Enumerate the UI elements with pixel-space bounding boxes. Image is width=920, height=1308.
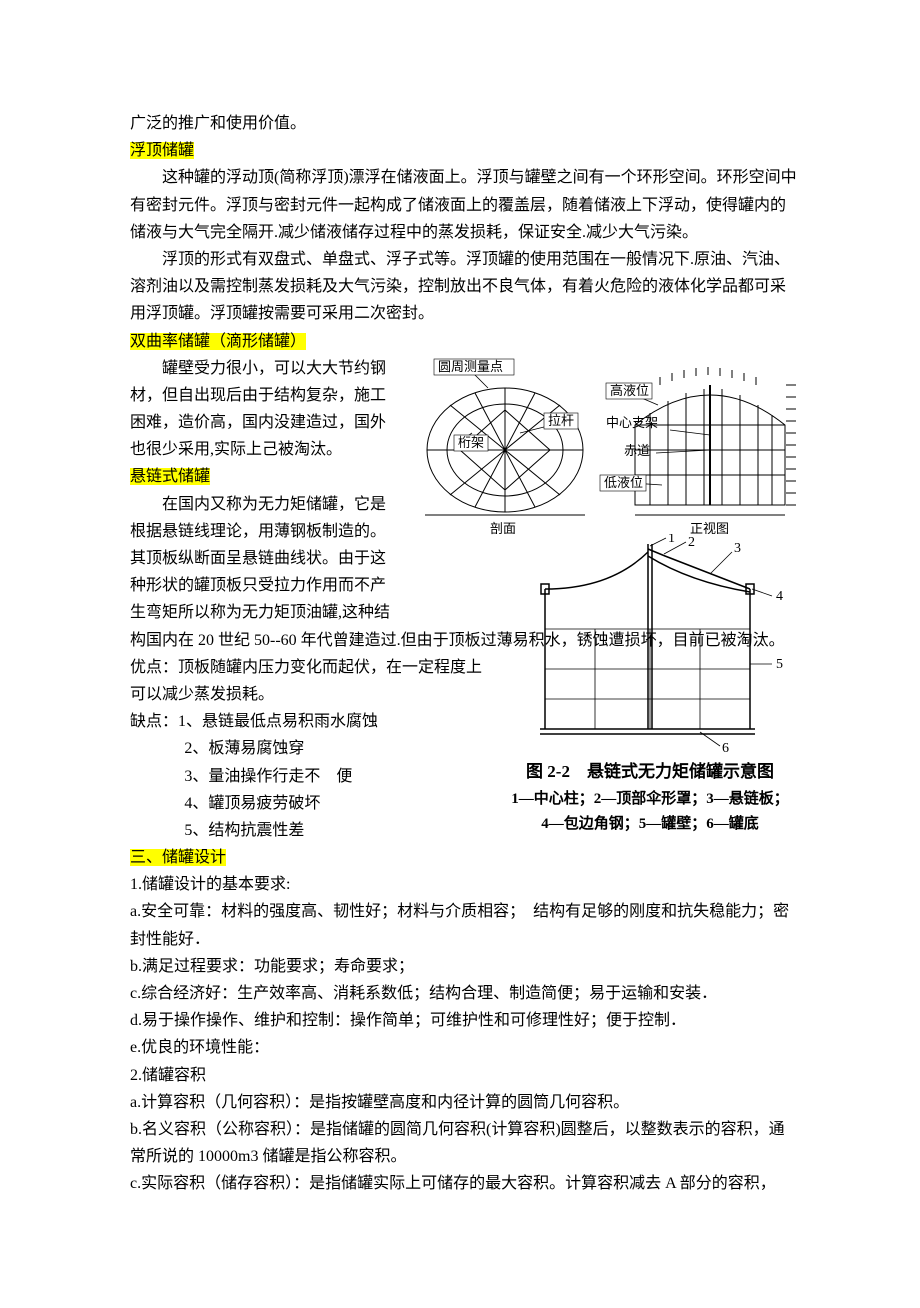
svg-text:1: 1 (668, 534, 675, 546)
svg-text:赤道: 赤道 (624, 443, 650, 458)
floating-roof-p2: 浮顶的形式有双盘式、单盘式、浮子式等。浮顶罐的使用范围在一般情况下.原油、汽油、… (130, 246, 800, 328)
svg-text:2: 2 (688, 535, 695, 550)
design-vol-head: 2.储罐容积 (130, 1062, 800, 1089)
design-req-c: c.综合经济好：生产效率高、消耗系数低；结构合理、制造简便；易于运输和安装． (130, 980, 800, 1007)
floating-roof-title: 浮顶储罐 (130, 137, 800, 164)
svg-text:高液位: 高液位 (610, 383, 649, 398)
svg-text:低液位: 低液位 (604, 475, 643, 490)
svg-text:圆周测量点: 圆周测量点 (438, 359, 503, 374)
design-req-d: d.易于操作操作、维护和控制：操作简单；可维护性和可修理性好；便于控制． (130, 1007, 800, 1034)
design-vol-a: a.计算容积（几何容积）：是指按罐壁高度和内径计算的圆筒几何容积。 (130, 1089, 800, 1116)
design-req-b: b.满足过程要求：功能要求；寿命要求； (130, 953, 800, 980)
design-req-a: a.安全可靠：材料的强度高、韧性好；材料与介质相容； 结构有足够的刚度和抗失稳能… (130, 898, 800, 952)
svg-text:3: 3 (734, 541, 741, 556)
svg-text:中心支架: 中心支架 (606, 415, 658, 430)
design-vol-b: b.名义容积（公称容积）：是指储罐的圆简几何容积(计算容积)圆整后，以整数表示的… (130, 1116, 800, 1170)
svg-text:6: 6 (722, 741, 729, 754)
design-title: 三、储罐设计 (130, 844, 800, 871)
design-req-e: e.优良的环境性能： (130, 1034, 800, 1061)
design-vol-c: c.实际容积（储存容积）：是指储罐实际上可储存的最大容积。计算容积减去 A 部分… (130, 1170, 800, 1197)
svg-text:5: 5 (776, 657, 783, 672)
double-curve-title: 双曲率储罐（滴形储罐） (130, 328, 800, 355)
figure-2-2: 1 2 3 4 5 6 图 2-2 悬链式无力矩储罐示意图 1—中心柱；2—顶部… (500, 534, 800, 838)
svg-text:拉杆: 拉杆 (548, 413, 574, 428)
svg-text:4: 4 (776, 589, 783, 604)
svg-text:桁架: 桁架 (458, 435, 484, 450)
figure-2-2-caption: 图 2-2 悬链式无力矩储罐示意图 1—中心柱；2—顶部伞形罩；3—悬链板； 4… (500, 758, 800, 838)
design-req-head: 1.储罐设计的基本要求: (130, 871, 800, 898)
floating-roof-p1: 这种罐的浮动顶(简称浮顶)漂浮在储液面上。浮顶与罐壁之间有一个环形空间。环形空间… (130, 164, 800, 246)
intro-tail: 广泛的推广和使用价值。 (130, 110, 800, 137)
